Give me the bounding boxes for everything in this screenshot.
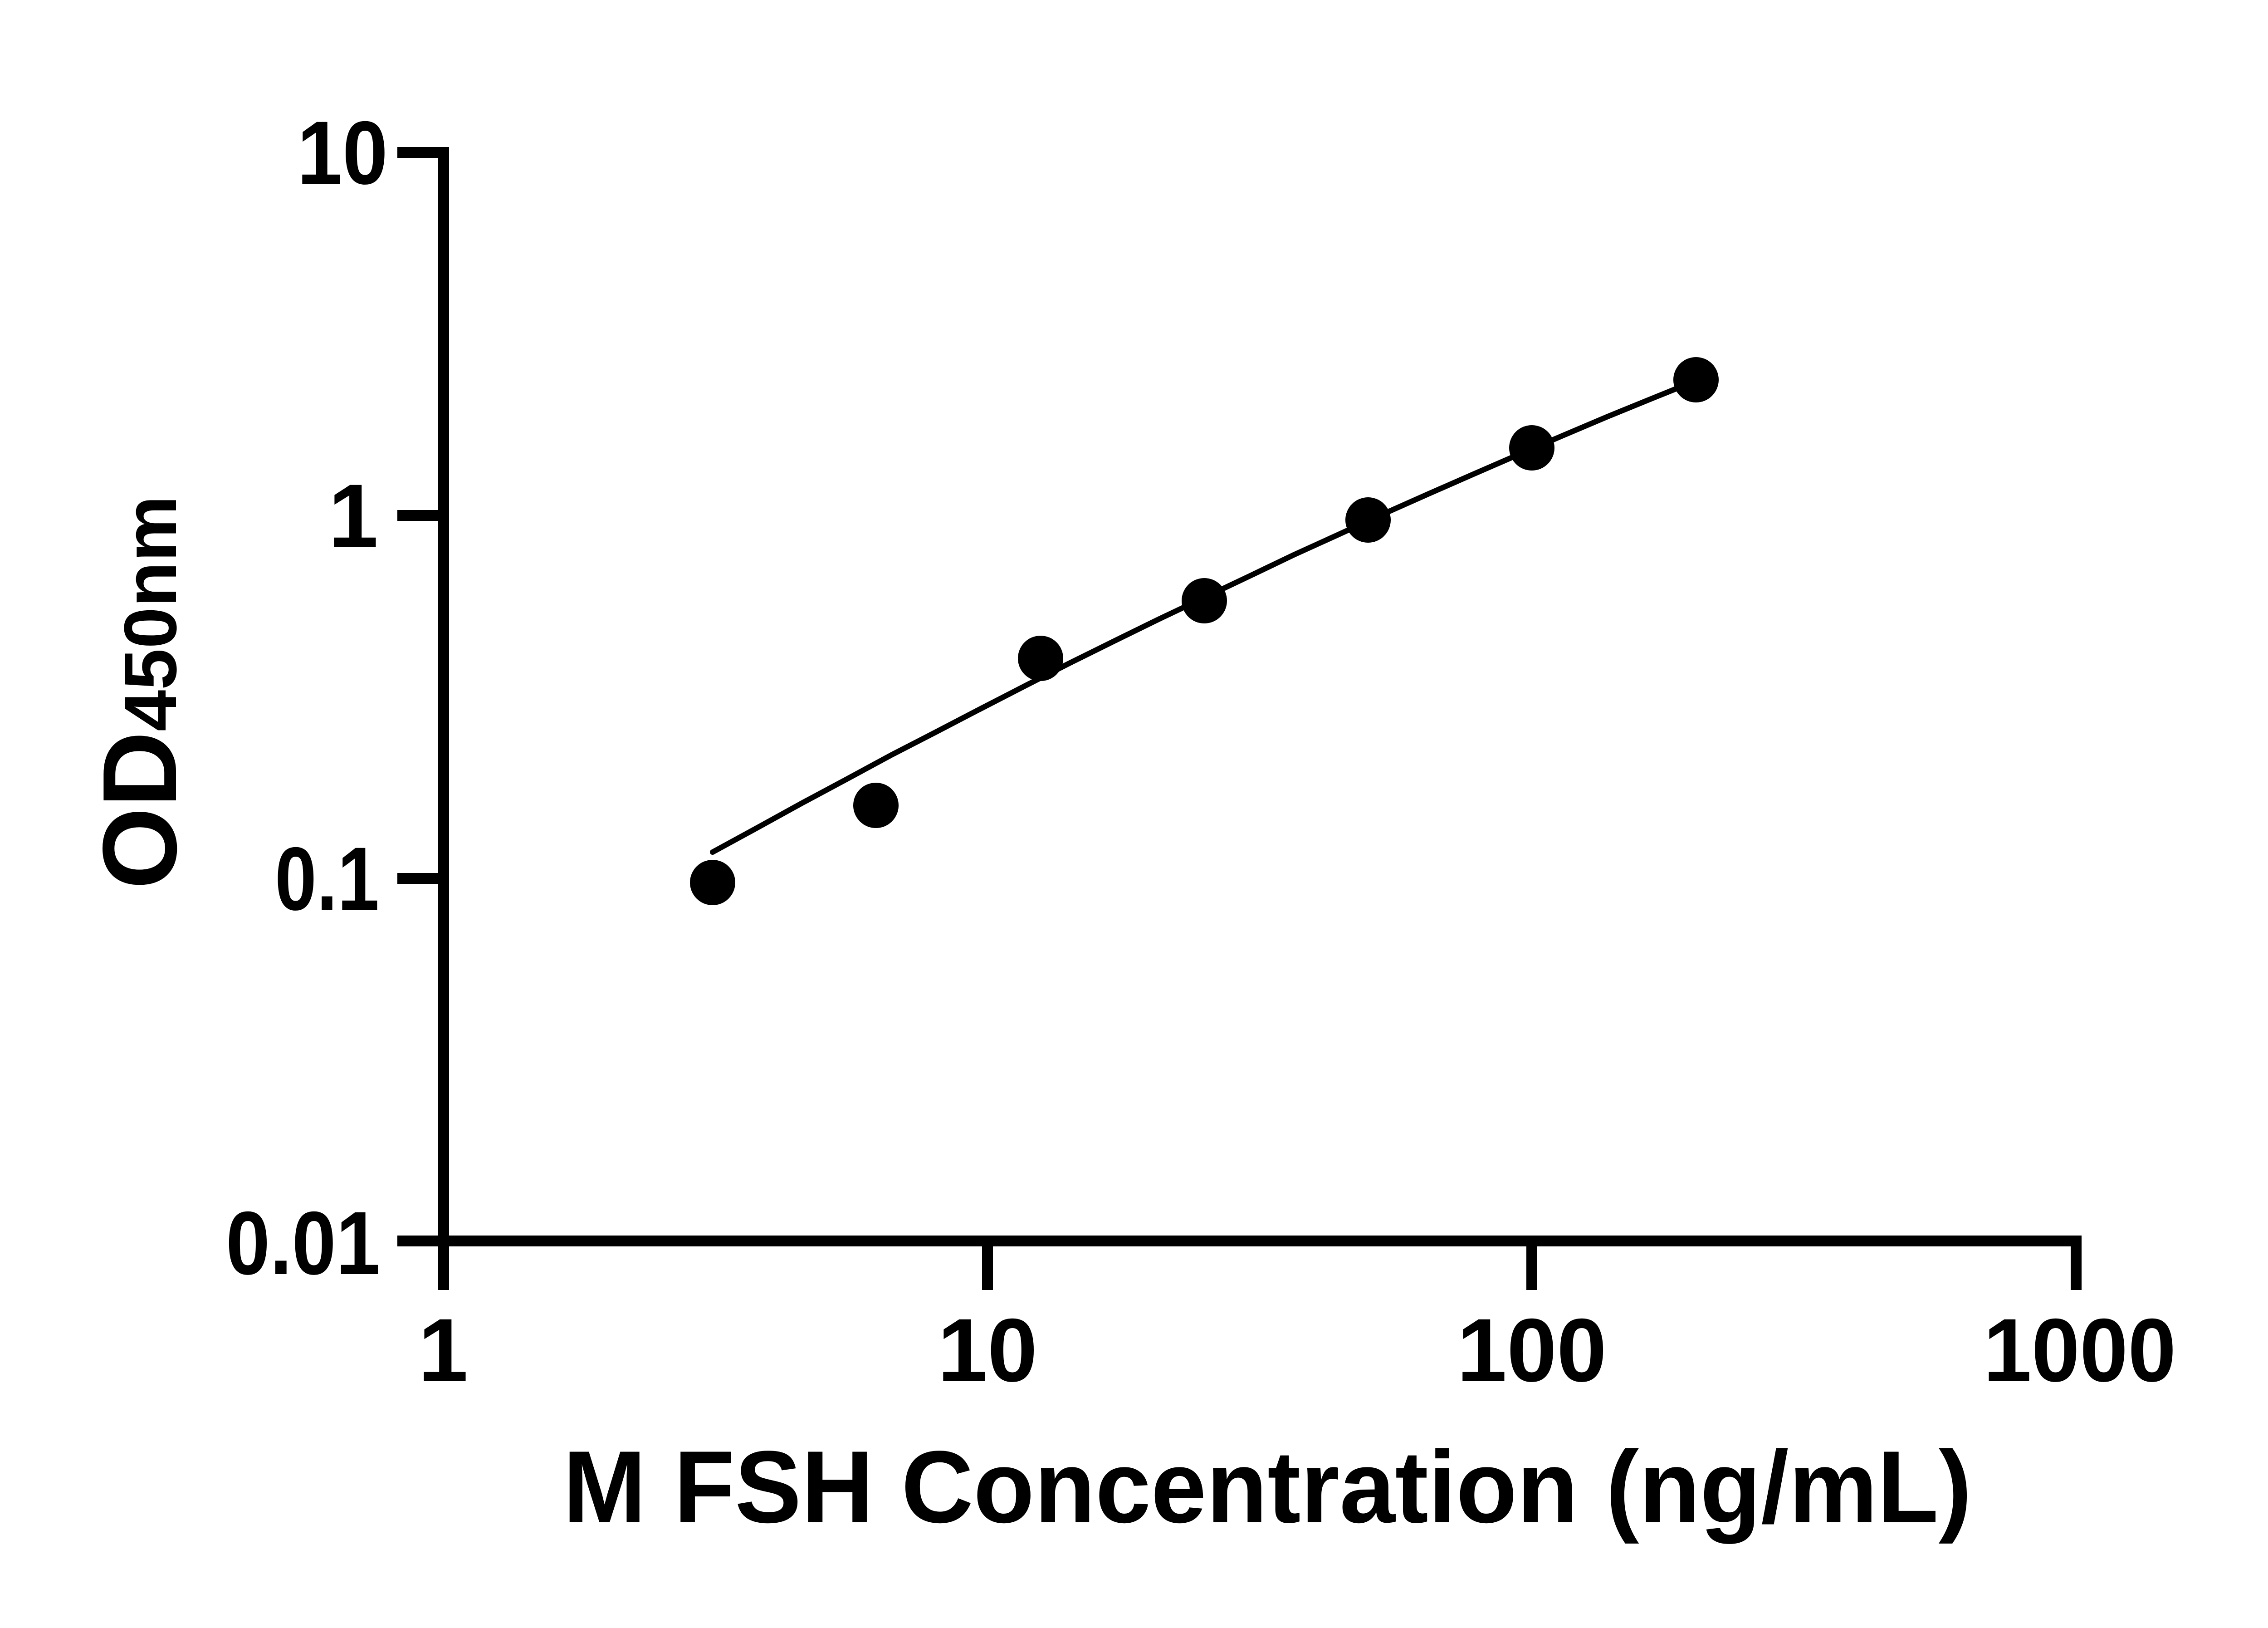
svg-text:0.01: 0.01	[226, 1193, 380, 1293]
svg-text:1: 1	[328, 466, 378, 566]
svg-text:100: 100	[1457, 1300, 1607, 1400]
svg-text:10: 10	[297, 103, 388, 203]
svg-text:1000: 1000	[1984, 1300, 2176, 1400]
svg-text:1: 1	[418, 1300, 468, 1400]
svg-text:10: 10	[938, 1300, 1037, 1400]
svg-text:M FSH Concentration (ng/mL): M FSH Concentration (ng/mL)	[563, 1429, 1972, 1544]
svg-text:0.1: 0.1	[275, 829, 379, 929]
